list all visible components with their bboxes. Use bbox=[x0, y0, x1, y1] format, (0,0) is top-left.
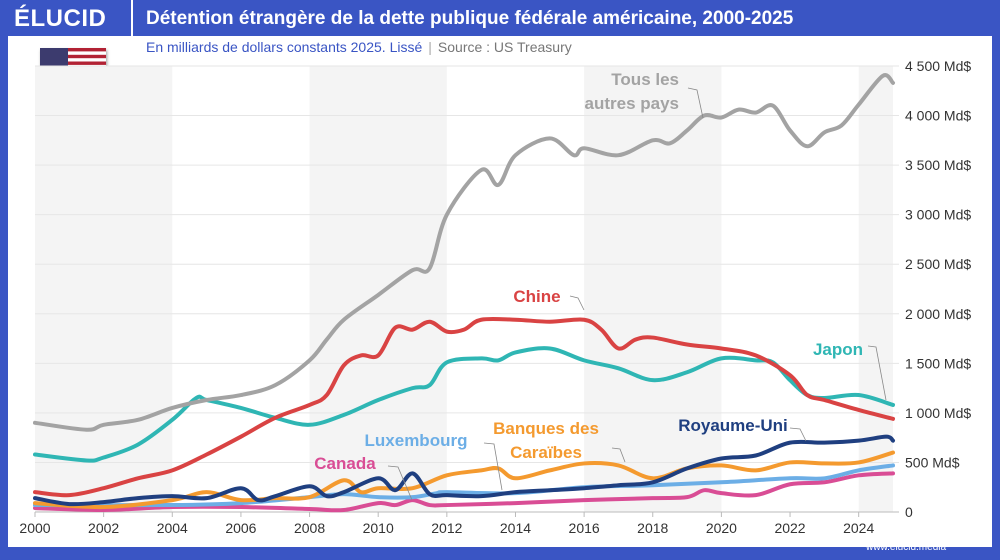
source-text: Source : US Treasury bbox=[437, 39, 572, 55]
series-label: autres pays bbox=[585, 94, 680, 113]
series-line-canada bbox=[33, 471, 895, 513]
label-leader-line bbox=[687, 87, 704, 119]
label-leader-line bbox=[611, 447, 626, 463]
label-leader-line bbox=[569, 295, 585, 311]
label-leader-line bbox=[789, 427, 807, 442]
y-tick-label: 2 500 Md$ bbox=[905, 256, 971, 272]
series-label: Chine bbox=[513, 287, 560, 306]
x-tick-label: 2010 bbox=[363, 520, 394, 536]
series-line-chine bbox=[33, 316, 895, 498]
series-line-royaume-uni bbox=[33, 434, 895, 507]
series-line-banques-des-cara-bes bbox=[33, 450, 895, 510]
background-band bbox=[309, 66, 447, 512]
y-tick-label: 2 000 Md$ bbox=[905, 306, 971, 322]
x-tick-label: 2018 bbox=[637, 520, 668, 536]
y-tick-label: 4 000 Md$ bbox=[905, 108, 971, 124]
x-tick-label: 2002 bbox=[88, 520, 119, 536]
subtitle-text: En milliards de dollars constants 2025. … bbox=[146, 39, 423, 55]
x-tick-label: 2012 bbox=[431, 520, 462, 536]
series-label: Tous les bbox=[611, 70, 679, 89]
chart-title: Détention étrangère de la dette publique… bbox=[146, 8, 794, 29]
x-tick-label: 2004 bbox=[157, 520, 188, 536]
y-tick-label: 0 bbox=[905, 504, 913, 520]
x-tick-label: 2022 bbox=[774, 520, 805, 536]
series-label: Japon bbox=[813, 340, 863, 359]
elucid-logo: ÉLUCID bbox=[14, 5, 107, 32]
x-tick-label: 2016 bbox=[569, 520, 600, 536]
x-tick-label: 2000 bbox=[19, 520, 50, 536]
y-tick-label: 3 500 Md$ bbox=[905, 157, 971, 173]
series-label: Royaume-Uni bbox=[678, 416, 788, 435]
y-tick-label: 1 000 Md$ bbox=[905, 405, 971, 421]
y-tick-label: 500 Md$ bbox=[905, 454, 960, 470]
series-label: Canada bbox=[314, 454, 376, 473]
background-band bbox=[858, 66, 893, 512]
series-label: Banques des bbox=[493, 419, 599, 438]
x-tick-label: 2020 bbox=[706, 520, 737, 536]
chart-subtitle: En milliards de dollars constants 2025. … bbox=[146, 39, 572, 55]
label-leader-line bbox=[867, 345, 887, 401]
series-label: Luxembourg bbox=[365, 431, 468, 450]
header-divider bbox=[131, 0, 133, 36]
x-tick-label: 2006 bbox=[225, 520, 256, 536]
series-line-tous-les-autres-pays bbox=[33, 73, 895, 432]
background-band bbox=[35, 66, 173, 512]
label-leader-line bbox=[387, 465, 413, 501]
background-band bbox=[584, 66, 722, 512]
footer-url: www.elucid.media bbox=[866, 542, 947, 553]
y-tick-label: 4 500 Md$ bbox=[905, 58, 971, 74]
label-leader-line bbox=[483, 442, 503, 491]
x-tick-label: 2024 bbox=[843, 520, 874, 536]
x-tick-label: 2014 bbox=[500, 520, 531, 536]
y-tick-label: 3 000 Md$ bbox=[905, 207, 971, 223]
y-tick-label: 1 500 Md$ bbox=[905, 355, 971, 371]
x-tick-label: 2008 bbox=[294, 520, 325, 536]
series-label: Caraïbes bbox=[510, 443, 582, 462]
